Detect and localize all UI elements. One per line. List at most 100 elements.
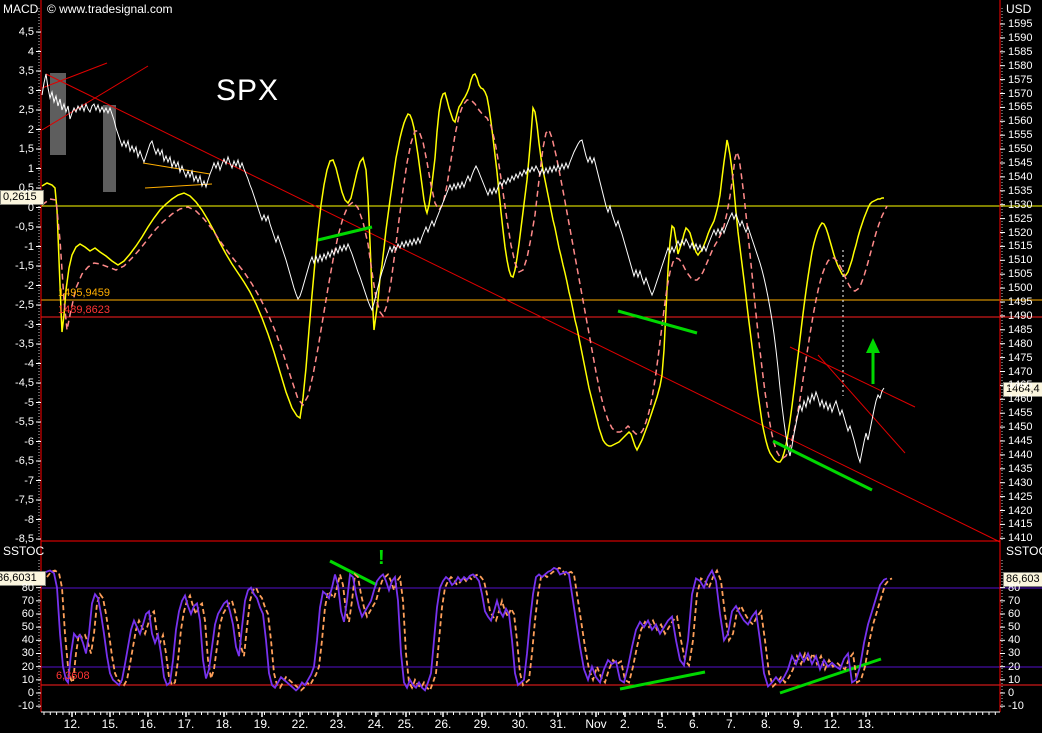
gray-time-bar <box>50 73 66 155</box>
macd-axis-label: -7 <box>24 474 34 487</box>
price-axis-label: 1425 <box>1008 490 1033 503</box>
macd-axis-label: -5,5 <box>15 416 34 428</box>
price-axis-label: 1500 <box>1008 282 1033 295</box>
macd-axis-label: 3 <box>27 84 34 97</box>
macd-axis-label: -8 <box>24 513 34 526</box>
green-trend-segment <box>772 439 873 492</box>
price-axis-label: 1535 <box>1008 184 1033 197</box>
stoch-axis-label-right: 30 <box>1008 647 1021 660</box>
macd-axis-label: -6 <box>24 435 34 448</box>
stoch-axis-label-right: 10 <box>1008 673 1021 686</box>
price-axis-label: 1570 <box>1008 87 1033 100</box>
stoch-signal-line <box>46 566 893 692</box>
macd-axis-label: 2 <box>27 123 34 136</box>
price-axis-label: 1550 <box>1008 143 1033 156</box>
red-trendline <box>789 346 916 408</box>
macd-axis-label: 2,5 <box>18 104 34 116</box>
price-axis-label: 1490 <box>1008 309 1033 322</box>
price-axis-label: 1540 <box>1008 170 1033 183</box>
x-axis-label: 7. <box>725 717 736 731</box>
stoch-value-box-left: 86,6031 <box>0 571 46 586</box>
x-axis-label: 12. <box>63 717 81 731</box>
price-axis-label: 1525 <box>1008 212 1033 225</box>
currency-axis-label: USD <box>1006 2 1032 16</box>
price-axis-label: 1450 <box>1008 421 1033 434</box>
x-axis-label: 26. <box>434 717 452 731</box>
macd-axis-label: 1,5 <box>18 143 34 155</box>
price-axis-label: 1530 <box>1008 198 1033 211</box>
price-axis-label: 1415 <box>1008 518 1033 531</box>
red-trendline <box>817 354 906 454</box>
price-value-box: 1464,4 <box>1003 382 1042 397</box>
lower-level-label: 1489,8623 <box>58 304 110 316</box>
price-axis-label: 1560 <box>1008 115 1033 128</box>
green-trend-segment <box>619 670 706 691</box>
sub-indicator-label-right: SSTOC <box>1006 544 1042 558</box>
red-trendline <box>41 62 108 89</box>
macd-axis-label: -5 <box>24 396 34 409</box>
stoch-axis-label-left: 0 <box>27 687 34 699</box>
price-axis-label: 1475 <box>1008 351 1033 364</box>
symbol-watermark: SPX <box>216 74 280 107</box>
x-axis-label: 22. <box>291 717 309 731</box>
macd-axis-label: -4 <box>24 357 34 370</box>
stoch-axis-label-left: 40 <box>21 634 34 647</box>
x-axis-label: Nov <box>585 717 607 731</box>
green-arrow-head <box>866 338 880 353</box>
macd-axis-label: 0,5 <box>18 182 34 194</box>
macd-axis-label: -1,5 <box>15 260 34 272</box>
macd-axis-label: -0,5 <box>15 221 34 233</box>
price-axis-label: 1465 <box>1008 379 1033 392</box>
stoch-value-box-right: 86,603 <box>1003 572 1042 587</box>
x-axis-label: 30. <box>511 717 529 731</box>
exclamation-annotation: ! <box>378 547 385 569</box>
stoch-axis-label-right: 40 <box>1008 634 1021 647</box>
price-axis-label: 1495 <box>1008 296 1033 308</box>
price-axis-label: 1585 <box>1008 45 1033 58</box>
macd-axis-label: -7,5 <box>15 494 34 506</box>
x-axis-label: 18. <box>215 717 233 731</box>
price-axis-label: 1580 <box>1008 59 1033 72</box>
orange-wedge-line <box>142 162 211 175</box>
macd-axis-label: -2 <box>24 279 34 292</box>
stoch-axis-label-right: 70 <box>1008 594 1021 607</box>
macd-axis-label: -4,5 <box>15 377 34 389</box>
macd-axis-label: 4 <box>27 45 34 58</box>
copyright-label: © www.tradesignal.com <box>47 2 173 16</box>
macd-line <box>41 72 884 463</box>
x-axis-label: 29. <box>473 717 491 731</box>
stoch-axis-label-right: -10 <box>1008 700 1024 713</box>
x-axis-label: 12. <box>823 717 841 731</box>
x-axis-label: 8. <box>760 717 771 731</box>
macd-axis-label: 4,5 <box>18 26 34 38</box>
price-axis-label: 1520 <box>1008 226 1033 239</box>
indicator-label: MACD <box>3 2 39 16</box>
price-axis-label: 1595 <box>1008 18 1033 30</box>
x-axis-label: 17. <box>177 717 195 731</box>
green-trend-segment <box>617 309 698 335</box>
stoch-axis-label-right: 0 <box>1008 687 1015 699</box>
x-axis-label: 6. <box>688 717 699 731</box>
macd-signal-line <box>41 99 888 459</box>
macd-axis-label: -3,5 <box>15 338 34 350</box>
green-trend-segment <box>317 225 373 242</box>
price-line <box>41 73 885 464</box>
price-axis-label: 1515 <box>1008 240 1033 253</box>
price-axis-label: 1445 <box>1008 435 1033 447</box>
price-axis-label: 1460 <box>1008 393 1033 406</box>
x-axis-label: 9. <box>792 717 803 731</box>
macd-axis-label: -6,5 <box>15 455 34 467</box>
x-axis-label: 23. <box>329 717 347 731</box>
macd-axis-label: -1 <box>24 240 34 253</box>
price-axis-label: 1545 <box>1008 157 1033 169</box>
macd-axis-label: -2,5 <box>15 299 34 311</box>
stoch-axis-label-right: 20 <box>1008 660 1021 673</box>
price-axis-label: 1410 <box>1008 532 1033 545</box>
stoch-axis-label-left: 30 <box>21 647 34 660</box>
price-axis-label: 1470 <box>1008 365 1033 378</box>
orange-wedge-line <box>144 183 213 189</box>
x-axis-label: 19. <box>253 717 271 731</box>
price-axis-label: 1565 <box>1008 101 1033 114</box>
